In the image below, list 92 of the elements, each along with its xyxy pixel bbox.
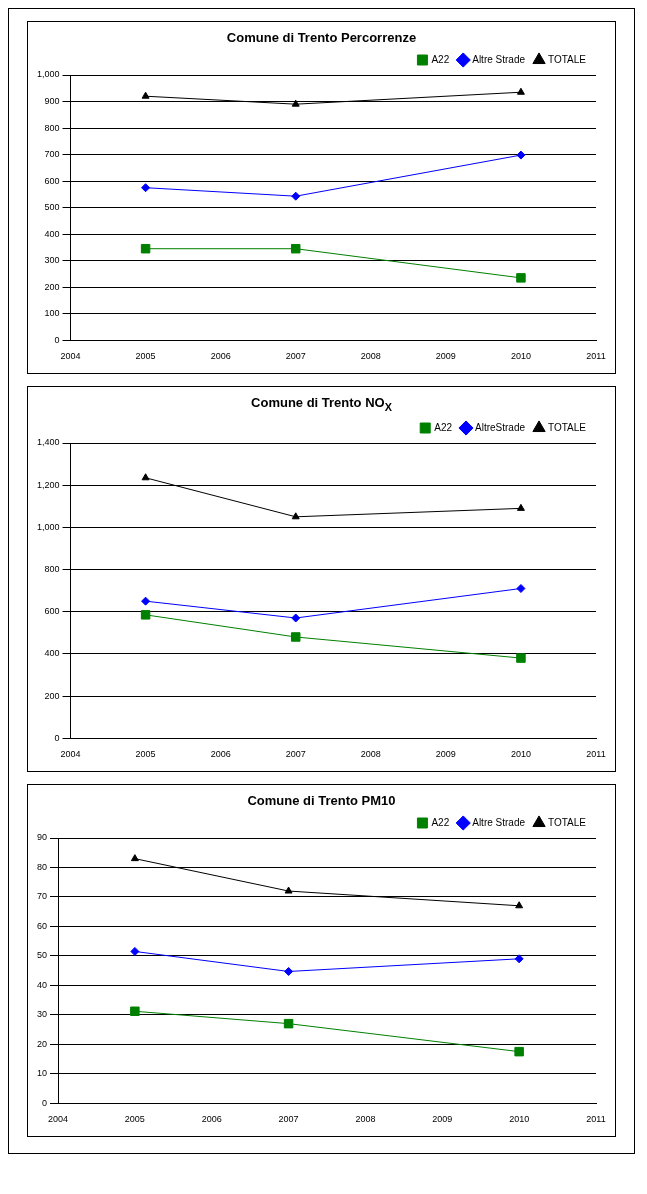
point xyxy=(514,953,524,963)
x-tick-label: 2009 xyxy=(435,351,456,362)
legend-label: Altre Strade xyxy=(472,53,526,65)
x-tick-label: 2007 xyxy=(278,1113,299,1124)
point xyxy=(291,511,300,519)
point xyxy=(516,583,526,593)
y-tick-label: 600 xyxy=(44,175,60,186)
y-tick-label: 100 xyxy=(44,308,60,319)
y-tick-label: 900 xyxy=(44,96,60,106)
y-tick-label: 0 xyxy=(42,1097,48,1108)
y-tick-label: 1,000 xyxy=(36,521,60,532)
y-tick-label: 0 xyxy=(54,732,60,743)
y-tick-label: 600 xyxy=(44,605,60,616)
x-tick-label: 2004 xyxy=(60,748,81,759)
y-tick-label: 20 xyxy=(37,1038,48,1049)
point xyxy=(290,631,301,642)
x-tick-label: 2006 xyxy=(201,1113,222,1124)
x-tick-label: 2006 xyxy=(210,351,231,362)
chart-title: Comune di Trento Percorrenze xyxy=(225,30,418,45)
y-tick-label: 200 xyxy=(44,281,60,292)
y-tick-label: 40 xyxy=(37,979,48,990)
x-tick-label: 2010 xyxy=(510,351,531,362)
point xyxy=(130,1006,140,1016)
point xyxy=(141,596,151,606)
point xyxy=(130,946,140,956)
y-tick-label: 0 xyxy=(54,334,60,345)
y-tick-label: 200 xyxy=(44,690,60,701)
point xyxy=(290,243,301,254)
x-tick-label: 2005 xyxy=(124,1113,145,1124)
x-tick-label: 2009 xyxy=(432,1113,453,1124)
legend-label: A22 xyxy=(431,816,450,828)
y-tick-label: 80 xyxy=(37,861,48,872)
x-tick-label: 2006 xyxy=(210,748,231,759)
x-tick-label: 2011 xyxy=(586,351,606,362)
y-tick-label: 10 xyxy=(37,1067,48,1078)
point xyxy=(291,99,300,107)
y-tick-label: 90 xyxy=(37,832,48,843)
y-tick-label: 30 xyxy=(37,1008,48,1019)
y-tick-label: 800 xyxy=(44,563,60,574)
point xyxy=(283,1018,294,1028)
point xyxy=(141,472,150,480)
y-tick-label: 60 xyxy=(37,920,48,931)
y-tick-label: 400 xyxy=(44,228,60,239)
legend-label: TOTALE xyxy=(548,53,587,65)
x-tick-label: 2007 xyxy=(285,748,306,759)
x-tick-label: 2005 xyxy=(135,351,156,362)
x-tick-label: 2008 xyxy=(360,351,381,362)
point xyxy=(141,91,150,99)
x-tick-label: 2011 xyxy=(586,1113,606,1124)
y-tick-label: 400 xyxy=(44,647,60,658)
point xyxy=(291,191,301,201)
legend-label: A22 xyxy=(431,53,450,65)
y-tick-label: 700 xyxy=(44,149,60,160)
x-tick-label: 2010 xyxy=(509,1113,530,1124)
y-tick-label: 500 xyxy=(44,202,60,213)
x-tick-label: 2008 xyxy=(360,748,381,759)
x-tick-label: 2009 xyxy=(435,748,456,759)
point xyxy=(516,652,526,663)
point xyxy=(140,609,151,620)
y-tick-label: 800 xyxy=(44,122,60,133)
y-tick-label: 1,400 xyxy=(36,437,60,448)
legend-label: AltreStrade xyxy=(475,421,526,433)
point xyxy=(516,273,526,283)
x-tick-label: 2007 xyxy=(285,351,306,362)
point xyxy=(516,87,525,95)
point xyxy=(130,853,139,861)
legend-label: Altre Strade xyxy=(472,816,526,828)
y-tick-label: 70 xyxy=(37,891,48,902)
point xyxy=(140,243,151,254)
point xyxy=(284,886,293,894)
point xyxy=(284,966,294,976)
legend-label: A22 xyxy=(434,421,453,433)
x-tick-label: 2011 xyxy=(586,748,606,759)
point xyxy=(516,150,526,160)
chart-title: Comune di Trento NO$_{X}$ xyxy=(250,395,393,413)
y-tick-label: 1,000 xyxy=(36,69,60,80)
legend-label: TOTALE xyxy=(548,816,587,828)
legend-label: TOTALE xyxy=(548,421,587,433)
x-tick-label: 2004 xyxy=(60,351,81,362)
point xyxy=(516,503,525,511)
point xyxy=(141,183,151,193)
point xyxy=(291,613,301,623)
x-tick-label: 2005 xyxy=(135,748,156,759)
point xyxy=(515,900,524,908)
y-tick-label: 50 xyxy=(37,949,48,960)
x-tick-label: 2008 xyxy=(355,1113,376,1124)
x-tick-label: 2004 xyxy=(48,1113,69,1124)
y-tick-label: 1,200 xyxy=(36,479,60,490)
y-tick-label: 300 xyxy=(44,255,60,266)
point xyxy=(514,1046,524,1056)
x-tick-label: 2010 xyxy=(510,748,531,759)
chart-title: Comune di Trento PM10 xyxy=(246,792,397,808)
